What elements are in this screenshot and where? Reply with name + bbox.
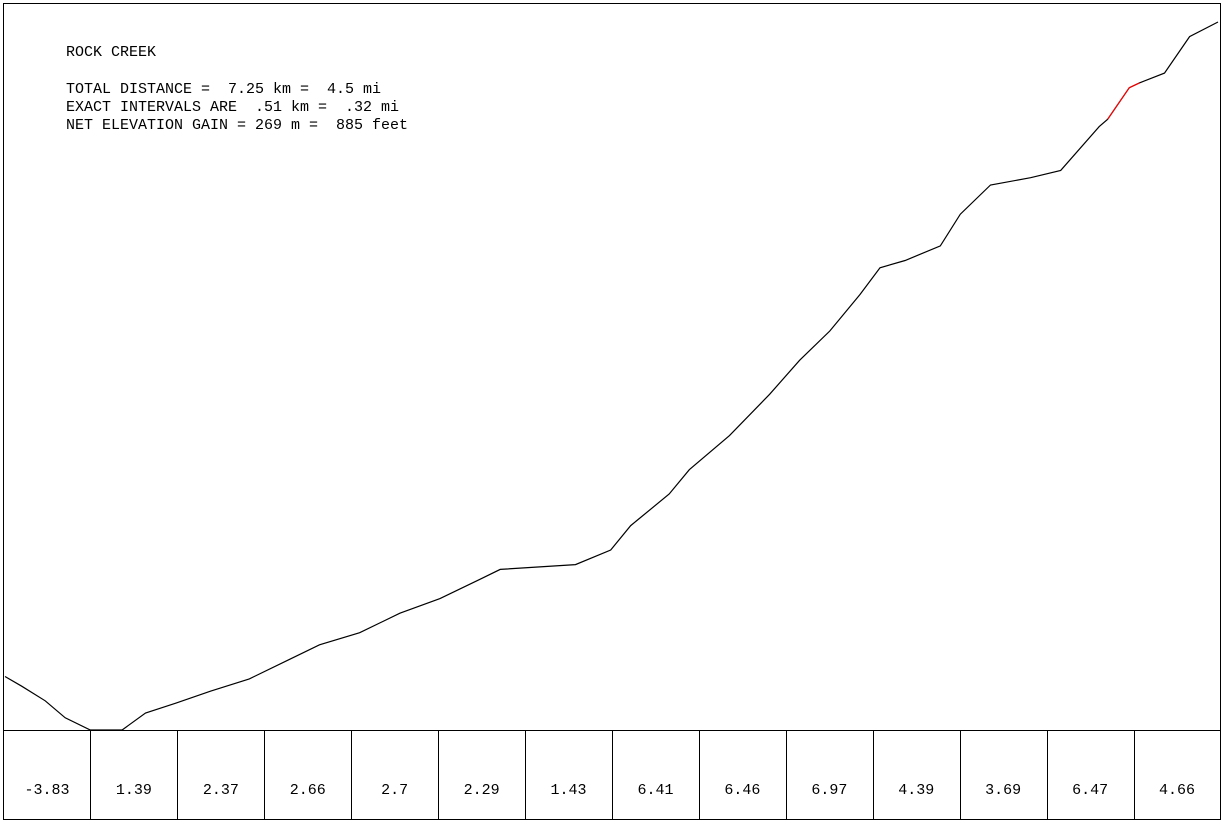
grade-label: 2.7 xyxy=(381,782,408,799)
grade-label: 2.37 xyxy=(203,782,239,799)
info-line: NET ELEVATION GAIN = 269 m = 885 feet xyxy=(66,117,408,134)
grade-label: 6.47 xyxy=(1072,782,1108,799)
grade-label: 6.97 xyxy=(811,782,847,799)
grade-label: 6.46 xyxy=(724,782,760,799)
grade-label: 2.66 xyxy=(290,782,326,799)
grade-label: 4.66 xyxy=(1159,782,1195,799)
grade-label: 1.39 xyxy=(116,782,152,799)
elevation-line xyxy=(4,21,1219,731)
grade-label: -3.83 xyxy=(24,782,69,799)
grade-label: 2.29 xyxy=(464,782,500,799)
info-line: TOTAL DISTANCE = 7.25 km = 4.5 mi xyxy=(66,81,381,98)
info-line: EXACT INTERVALS ARE .51 km = .32 mi xyxy=(66,99,399,116)
chart-title: ROCK CREEK xyxy=(66,44,156,61)
grade-label: 4.39 xyxy=(898,782,934,799)
grade-label: 3.69 xyxy=(985,782,1021,799)
grade-label: 1.43 xyxy=(551,782,587,799)
grade-label: 6.41 xyxy=(637,782,673,799)
elevation-line xyxy=(1107,82,1140,120)
